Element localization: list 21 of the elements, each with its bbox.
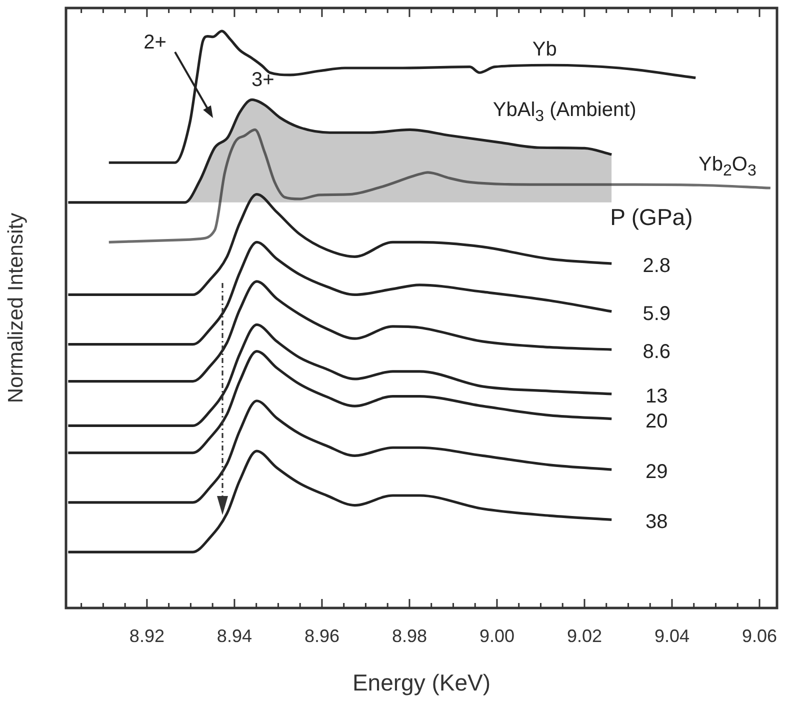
series-label: 2.8 [642,255,671,278]
annotation: 2+ [144,32,166,54]
x-tick-label: 8.94 [216,626,252,646]
x-tick-label: 8.92 [129,626,164,646]
series-label: 13 [645,385,668,408]
x-tick-label: 9.04 [654,626,690,646]
y-axis-title: Normalized Intensity [4,212,28,404]
x-tick-label: 9.00 [479,626,514,646]
x-tick-label: 9.06 [742,626,778,646]
series-label: Yb [532,38,557,60]
series-label: 29 [645,461,668,484]
legend-title: P (GPa) [610,204,693,230]
annotation: 3+ [252,69,274,92]
x-tick-label: 8.96 [304,626,340,646]
x-tick-label: 8.98 [392,626,427,646]
series-label: 5.9 [642,302,671,325]
x-axis-title: Energy (KeV) [352,670,491,696]
series-label: 20 [645,410,668,432]
series-label: 38 [645,511,668,534]
x-tick-label: 9.02 [566,626,602,646]
series-label: 8.6 [642,341,671,364]
